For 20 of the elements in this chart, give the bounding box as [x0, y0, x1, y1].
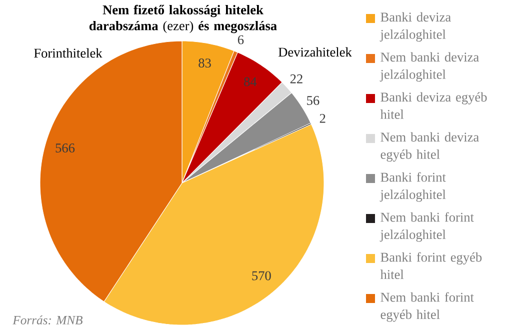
legend-label: Banki forint jelzáloghitel [380, 172, 446, 202]
legend-label: Nem banki forint egyéb hitel [380, 292, 474, 322]
legend-label: Nem banki deviza egyéb hitel [380, 132, 479, 162]
text: Devizahitelek [278, 47, 352, 57]
legend-label: Banki forint egyéb hitel [380, 252, 482, 280]
legend-label: Nem banki deviza jelzáloghitel [380, 52, 479, 82]
data-label: 6 [238, 35, 244, 44]
data-label: 2 [320, 114, 326, 123]
text: Forinthitelek [34, 48, 102, 58]
data-label: 83 [198, 58, 211, 68]
data-label: 570 [252, 271, 271, 280]
text: Forrás: MNB [12, 316, 83, 324]
legend-label: Nem banki forint jelzáloghitel [380, 212, 474, 242]
legend-label: Banki deviza jelzáloghitel [380, 12, 451, 42]
data-label: 566 [56, 144, 75, 152]
data-label: 22 [290, 74, 302, 84]
data-label: 84 [244, 77, 257, 86]
data-label: 56 [307, 96, 320, 105]
chart-title: Nem fizető lakossági hitelek darabszáma (ezer) és megoszlása [89, 4, 277, 34]
legend-label: Banki deviza egyéb hitel [380, 92, 487, 119]
